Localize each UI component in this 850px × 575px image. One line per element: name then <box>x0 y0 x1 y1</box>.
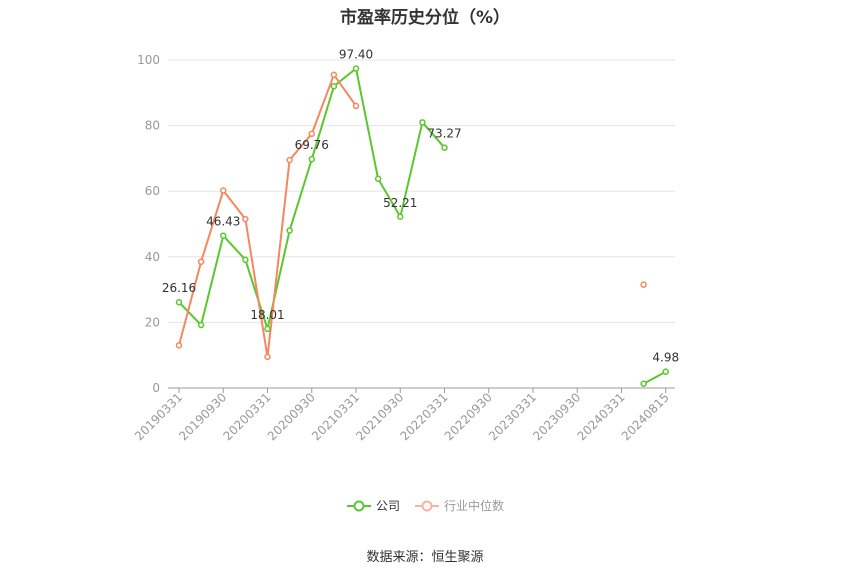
data-point-industry <box>308 130 315 138</box>
legend-item-industry[interactable]: 行业中位数 <box>414 497 504 514</box>
data-label: 69.76 <box>295 138 329 152</box>
data-point-company <box>374 175 382 182</box>
data-point-industry <box>175 342 183 349</box>
legend-label-industry: 行业中位数 <box>444 499 505 513</box>
y-tick-label: 0 <box>152 381 160 395</box>
legend-marker-company-icon <box>346 500 371 511</box>
data-point-industry <box>197 258 205 265</box>
x-tick-label: 20240815 <box>619 390 672 443</box>
data-point-company <box>352 65 360 72</box>
source-note: 数据来源：恒生聚源 <box>366 550 484 565</box>
y-tick-label: 80 <box>145 119 160 133</box>
data-point-company <box>441 144 448 151</box>
data-point-company <box>640 380 647 387</box>
legend-label-company: 公司 <box>375 499 400 513</box>
y-tick-label: 40 <box>145 250 160 264</box>
data-point-company <box>419 119 426 126</box>
legend-marker-industry-icon <box>415 500 439 511</box>
data-label: 46.43 <box>206 215 240 229</box>
data-point-company <box>175 298 183 306</box>
data-label: 73.27 <box>427 127 461 141</box>
y-tick-label: 20 <box>145 315 160 329</box>
data-label: 97.40 <box>339 48 373 62</box>
chart-title: 市盈率历史分位（%） <box>339 8 511 28</box>
data-point-company <box>662 368 669 375</box>
data-point-company <box>242 256 249 264</box>
data-label: 18.01 <box>250 308 284 322</box>
data-point-industry <box>220 187 227 194</box>
data-label: 26.16 <box>162 281 196 295</box>
data-point-company <box>264 325 271 333</box>
data-label: 4.98 <box>652 351 679 365</box>
y-tick-label: 60 <box>145 184 160 198</box>
data-point-company <box>397 213 404 221</box>
data-label: 52.21 <box>383 196 417 210</box>
data-point-company <box>197 321 205 329</box>
data-point-industry <box>330 71 338 79</box>
legend: 公司 行业中位数 <box>0 497 850 514</box>
data-point-company <box>286 227 293 234</box>
data-point-company <box>330 82 338 90</box>
data-point-industry <box>264 353 271 361</box>
data-point-company <box>308 155 315 163</box>
y-tick-label: 100 <box>137 53 160 67</box>
data-point-industry <box>640 281 647 288</box>
data-point-industry <box>352 102 360 110</box>
data-point-industry <box>242 215 249 223</box>
data-point-company <box>220 232 227 239</box>
data-point-industry <box>286 156 293 164</box>
legend-item-company[interactable]: 公司 <box>346 497 400 514</box>
series-line-company <box>643 370 667 385</box>
